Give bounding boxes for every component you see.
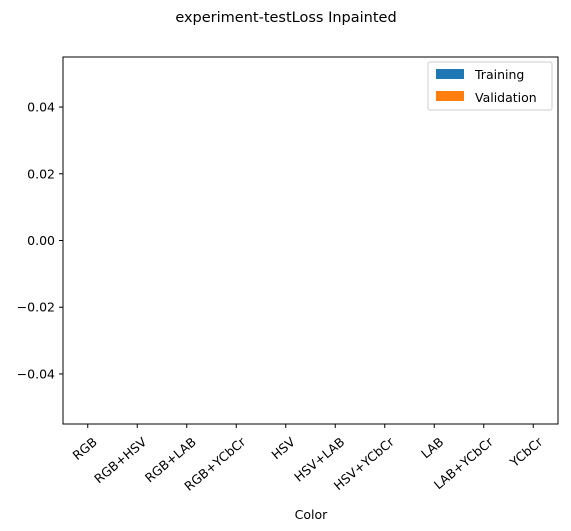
x-tick-label: HSV <box>268 434 298 462</box>
y-tick-label: 0.02 <box>27 166 55 181</box>
y-tick-label: 0.00 <box>27 233 55 248</box>
legend-label-validation: Validation <box>475 90 537 105</box>
y-tick-label: −0.02 <box>17 300 55 315</box>
legend-swatch-training <box>436 69 464 79</box>
legend: Training Validation <box>427 61 553 111</box>
x-tick-label: YCbCr <box>506 434 546 471</box>
y-axis: 0.04 0.02 0.00 −0.02 −0.04 <box>17 100 63 381</box>
plot-area <box>62 56 559 425</box>
y-tick-label: 0.04 <box>27 100 55 115</box>
legend-swatch-validation <box>436 91 464 101</box>
y-tick-label: −0.04 <box>17 366 55 381</box>
chart-title: experiment-testLoss Inpainted <box>175 10 396 26</box>
x-tick-label: LAB <box>418 434 446 461</box>
legend-label-training: Training <box>474 67 524 82</box>
x-axis-label: Color <box>295 507 328 522</box>
x-tick-label: RGB <box>70 434 100 463</box>
x-tick-label: RGB+HSV <box>91 434 149 486</box>
